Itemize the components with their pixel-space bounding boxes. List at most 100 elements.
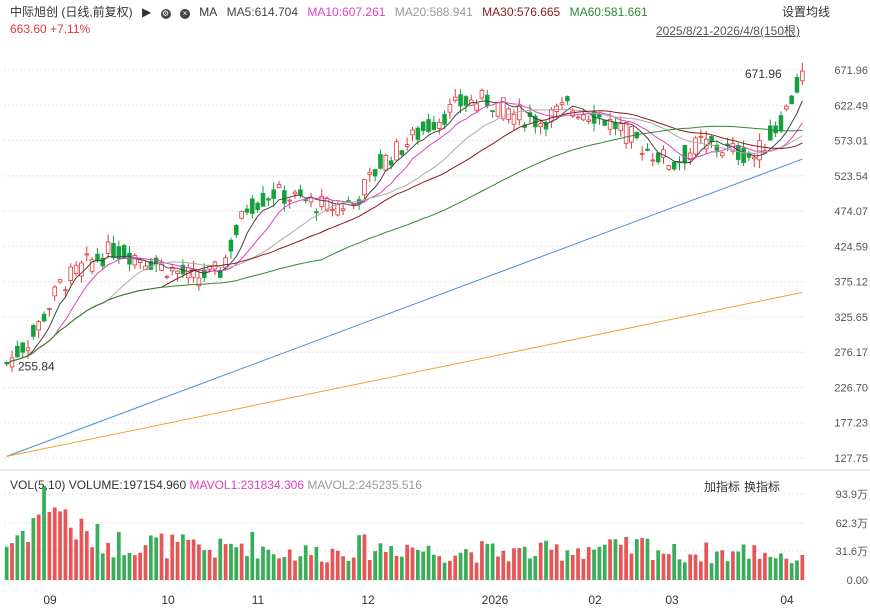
volume-bar xyxy=(4,546,9,580)
volume-bar xyxy=(148,535,153,580)
candle-body xyxy=(340,208,346,211)
volume-bar xyxy=(90,547,94,580)
candle-body xyxy=(116,246,122,259)
price-tick-label: 276.17 xyxy=(834,347,868,359)
candle-body xyxy=(394,141,399,161)
volume-bar xyxy=(309,555,313,580)
volume-bar xyxy=(768,556,773,580)
volume-bar xyxy=(618,544,623,580)
candle-body xyxy=(495,101,501,117)
volume-bar xyxy=(111,557,116,580)
volume-bar xyxy=(789,563,794,580)
date-range[interactable]: 2025/8/21-2026/4/8(150根) xyxy=(655,24,800,38)
candle-body xyxy=(47,308,52,310)
candle-body xyxy=(298,189,303,196)
volume-bar xyxy=(672,543,677,580)
volume-bar xyxy=(426,545,431,580)
volume-bar xyxy=(757,558,762,580)
candle-body xyxy=(330,208,335,211)
candle-body xyxy=(543,121,549,130)
candle-body xyxy=(79,262,84,277)
candle-body xyxy=(388,160,394,166)
volume-bar xyxy=(106,542,110,580)
volume-bar xyxy=(608,539,612,580)
candle-body xyxy=(234,225,239,236)
candle-body xyxy=(52,286,57,297)
candle-body xyxy=(132,255,138,266)
volume-bar xyxy=(699,561,703,580)
volume-bar xyxy=(666,554,671,580)
volume-bar xyxy=(255,558,260,580)
volume-bar xyxy=(704,542,709,580)
play-icon[interactable]: ▶ xyxy=(142,5,152,19)
volume-bar xyxy=(239,543,244,580)
volume-bar xyxy=(95,523,100,580)
volume-bar xyxy=(399,556,404,580)
candle-body xyxy=(629,126,634,143)
switch-indicator-button[interactable]: 换指标 xyxy=(743,480,780,494)
candle-body xyxy=(228,239,234,252)
volume-bar xyxy=(314,546,319,580)
volume-bar xyxy=(266,549,271,580)
ma20-line xyxy=(6,108,803,365)
volume-bar xyxy=(592,549,596,580)
volume-bar xyxy=(549,549,554,580)
volume-bar xyxy=(800,555,805,580)
volume-bar xyxy=(405,544,410,580)
volume-bar xyxy=(720,550,725,580)
volume-bar xyxy=(122,555,127,580)
price-tick-label: 177.23 xyxy=(834,418,868,430)
candle-body xyxy=(645,148,650,151)
price-tick-label: 573.01 xyxy=(834,136,868,148)
mavol1-value: MAVOL1:231834.306 xyxy=(189,478,304,492)
volume-bar xyxy=(453,555,458,580)
volume-bar xyxy=(554,544,559,580)
volume-bar xyxy=(752,545,757,580)
ma5-line xyxy=(6,100,803,365)
volume-bar xyxy=(784,558,789,580)
volume-bar xyxy=(170,534,175,580)
volume-bar xyxy=(389,546,394,580)
volume-bar xyxy=(731,551,735,580)
price-tick-label: 127.75 xyxy=(834,453,868,465)
candle-body xyxy=(709,135,714,143)
volume-bar xyxy=(565,550,570,580)
x-tick-label: 11 xyxy=(252,593,265,607)
x-tick-label: 09 xyxy=(43,593,57,607)
candle-body xyxy=(426,119,431,132)
candle-body xyxy=(25,347,31,351)
candle-body xyxy=(63,289,68,292)
volume-bar xyxy=(522,546,527,580)
close-icon[interactable]: × xyxy=(179,9,190,19)
volume-bar xyxy=(298,556,303,580)
volume-bar xyxy=(68,527,73,580)
candle-body xyxy=(36,321,41,331)
candle-body xyxy=(452,96,458,102)
candle-body xyxy=(276,184,282,188)
candle-body xyxy=(260,193,266,207)
volume-bar xyxy=(538,542,543,580)
volume-bar xyxy=(261,546,265,580)
candle-body xyxy=(362,179,367,196)
gear-icon[interactable]: ⚙ xyxy=(160,9,171,19)
candle-body xyxy=(687,152,693,160)
volume-bar xyxy=(480,541,484,580)
volume-bar xyxy=(138,552,143,580)
volume-header: VOL(5,10) VOLUME:197154.960 MAVOL1:23183… xyxy=(10,478,422,492)
volume-bar xyxy=(448,560,452,580)
volume-bar xyxy=(688,554,693,580)
candle-body xyxy=(623,122,629,144)
ma-settings-button[interactable]: 设置均线 xyxy=(781,5,830,19)
candle-body xyxy=(565,96,570,102)
candle-body xyxy=(164,275,170,278)
add-indicator-button[interactable]: 加指标 xyxy=(703,480,740,494)
x-tick-label: 10 xyxy=(161,593,175,607)
volume-bar xyxy=(132,555,137,580)
candle-body xyxy=(57,279,63,283)
candle-body xyxy=(84,253,90,256)
candle-body xyxy=(741,147,746,164)
ma120-line xyxy=(6,158,803,457)
volume-bar xyxy=(373,551,377,580)
volume-bar xyxy=(84,531,89,580)
